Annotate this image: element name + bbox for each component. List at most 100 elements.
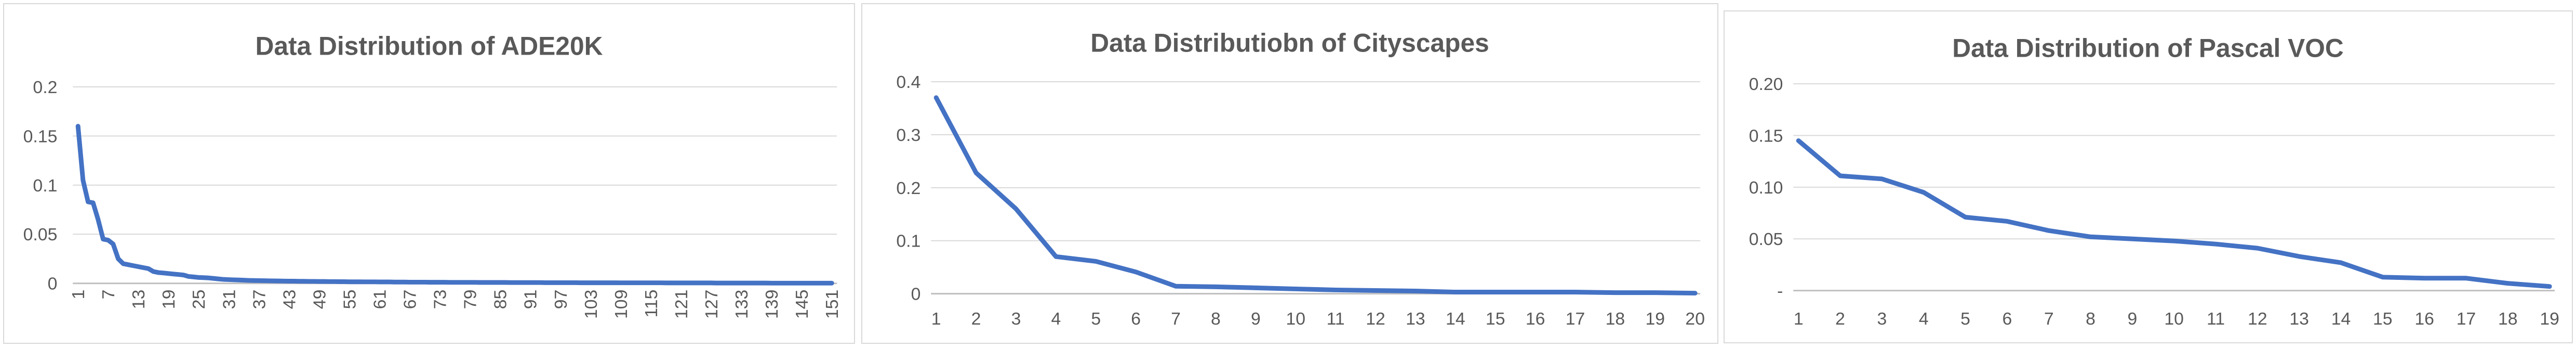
x-tick-label: 14 <box>1446 309 1465 329</box>
y-tick-label: 0.2 <box>896 178 920 198</box>
x-tick-label: 109 <box>611 290 631 319</box>
chart-title: Data Distribution of ADE20K <box>255 31 603 60</box>
x-tick-label: 17 <box>1566 309 1585 329</box>
x-tick-label: 67 <box>401 290 420 310</box>
x-tick-label: 15 <box>1486 309 1505 329</box>
x-tick-label: 10 <box>2164 309 2184 329</box>
x-tick-label: 10 <box>1286 309 1305 329</box>
chart-title: Data Distribution of Pascal VOC <box>1952 33 2343 62</box>
y-tick-label: 0.4 <box>896 72 920 92</box>
x-tick-label: 7 <box>99 290 118 300</box>
x-tick-label: 151 <box>822 290 842 319</box>
series-line <box>75 124 834 286</box>
x-tick-label: 5 <box>1091 309 1101 329</box>
y-tick-label: 0.05 <box>1749 229 1783 249</box>
data-series <box>75 124 834 286</box>
chart-title: Data Distributiobn of Cityscapes <box>1090 28 1489 57</box>
x-tick-label: 20 <box>1685 309 1705 329</box>
x-tick-label: 8 <box>2086 309 2095 329</box>
x-tick-label: 4 <box>1051 309 1061 329</box>
y-tick-label: 0.10 <box>1749 178 1783 198</box>
x-tick-label: 19 <box>159 290 179 310</box>
x-tick-label: 17 <box>2457 309 2476 329</box>
x-tick-label: 97 <box>551 290 571 310</box>
y-tick-label: 0.1 <box>896 231 920 251</box>
x-tick-label: 103 <box>581 290 601 319</box>
x-tick-label: 18 <box>1606 309 1625 329</box>
x-tick-label: 11 <box>2207 309 2225 329</box>
x-tick-label: 37 <box>249 290 269 310</box>
x-tick-label: 11 <box>1327 309 1345 329</box>
chart-cityscapes: Data Distributiobn of Cityscapes 0 0.1 0.2… <box>861 3 1718 344</box>
x-tick-label: 9 <box>2127 309 2137 329</box>
x-tick-label: 127 <box>702 290 722 319</box>
x-tick-label: 79 <box>461 290 481 310</box>
x-tick-label: 12 <box>1366 309 1385 329</box>
chart-ade20k-svg: Data Distribution of ADE20K 0 0.05 0.1 0.15… <box>23 31 843 319</box>
x-tick-labels: 1 7 13 19 25 31 37 43 49 55 61 67 73 79 85 91 97 103 109 11… <box>69 290 842 319</box>
x-tick-label: 3 <box>1011 309 1021 329</box>
chart-pascal-voc-svg: Data Distribution of Pascal VOC - 0.05 0.1… <box>1749 33 2559 329</box>
x-tick-label: 13 <box>1406 309 1425 329</box>
x-tick-label: 16 <box>2414 309 2434 329</box>
x-tick-label: 121 <box>672 290 691 319</box>
y-tick-label: 0.20 <box>1749 74 1783 94</box>
x-tick-label: 3 <box>1877 309 1887 329</box>
x-tick-label: 18 <box>2498 309 2518 329</box>
x-tick-label: 4 <box>1919 309 1929 329</box>
x-tick-label: 7 <box>1171 309 1181 329</box>
x-tick-label: 145 <box>792 290 812 319</box>
x-tick-label: 25 <box>189 290 209 310</box>
x-tick-label: 13 <box>2289 309 2309 329</box>
y-tick-label: 0.1 <box>33 176 57 196</box>
chart-pascal-voc: Data Distribution of Pascal VOC - 0.05 0.1… <box>1724 10 2573 343</box>
x-tick-label: 43 <box>279 290 299 310</box>
gridlines <box>931 81 1701 295</box>
x-tick-label: 2 <box>971 309 981 329</box>
gridlines <box>73 86 837 285</box>
x-tick-label: 7 <box>2044 309 2054 329</box>
x-tick-label: 9 <box>1251 309 1261 329</box>
y-tick-label: 0 <box>48 274 58 294</box>
x-tick-label: 1 <box>69 290 88 300</box>
x-tick-label: 19 <box>1646 309 1665 329</box>
x-tick-labels: 1 2 3 4 5 6 7 8 9 10 11 12 13 14 15 16 17 18 19 20 <box>931 309 1705 329</box>
x-tick-label: 133 <box>732 290 752 319</box>
y-tick-label: 0.15 <box>1749 126 1783 146</box>
y-tick-label: 0.2 <box>33 78 57 97</box>
chart-ade20k: Data Distribution of ADE20K 0 0.05 0.1 0.15… <box>3 3 855 344</box>
x-tick-label: 5 <box>1960 309 1970 329</box>
x-tick-label: 85 <box>491 290 511 310</box>
x-tick-label: 15 <box>2373 309 2393 329</box>
x-tick-labels: 1 2 3 4 5 6 7 8 9 10 11 12 13 14 15 16 17 18 19 <box>1794 309 2559 329</box>
x-tick-label: 139 <box>762 290 782 319</box>
x-tick-label: 91 <box>521 290 541 310</box>
x-tick-label: 49 <box>310 290 329 310</box>
series-line <box>1796 138 2552 289</box>
x-tick-label: 61 <box>370 290 390 310</box>
gridlines <box>1793 83 2555 292</box>
y-tick-label: 0.05 <box>23 225 58 244</box>
x-tick-label: 1 <box>1794 309 1804 329</box>
y-tick-labels: - 0.05 0.10 0.15 0.20 <box>1749 74 1783 301</box>
y-tick-label: 0.3 <box>896 125 920 145</box>
y-tick-labels: 0 0.05 0.1 0.15 0.2 <box>23 78 58 294</box>
data-series <box>933 95 1698 296</box>
x-tick-label: 6 <box>2002 309 2012 329</box>
x-tick-label: 13 <box>129 290 149 310</box>
x-tick-label: 16 <box>1526 309 1545 329</box>
y-tick-labels: 0 0.1 0.2 0.3 0.4 <box>896 72 920 304</box>
x-tick-label: 31 <box>219 290 239 310</box>
data-series <box>1796 138 2552 289</box>
y-tick-label: 0 <box>911 285 921 304</box>
y-tick-label: - <box>1777 281 1783 301</box>
x-tick-label: 12 <box>2248 309 2267 329</box>
series-line <box>933 95 1698 296</box>
y-tick-label: 0.15 <box>23 126 58 146</box>
x-tick-label: 8 <box>1211 309 1221 329</box>
x-tick-label: 14 <box>2331 309 2351 329</box>
x-tick-label: 19 <box>2540 309 2559 329</box>
x-tick-label: 2 <box>1835 309 1845 329</box>
chart-cityscapes-svg: Data Distributiobn of Cityscapes 0 0.1 0.2… <box>896 28 1705 329</box>
x-tick-label: 6 <box>1131 309 1141 329</box>
